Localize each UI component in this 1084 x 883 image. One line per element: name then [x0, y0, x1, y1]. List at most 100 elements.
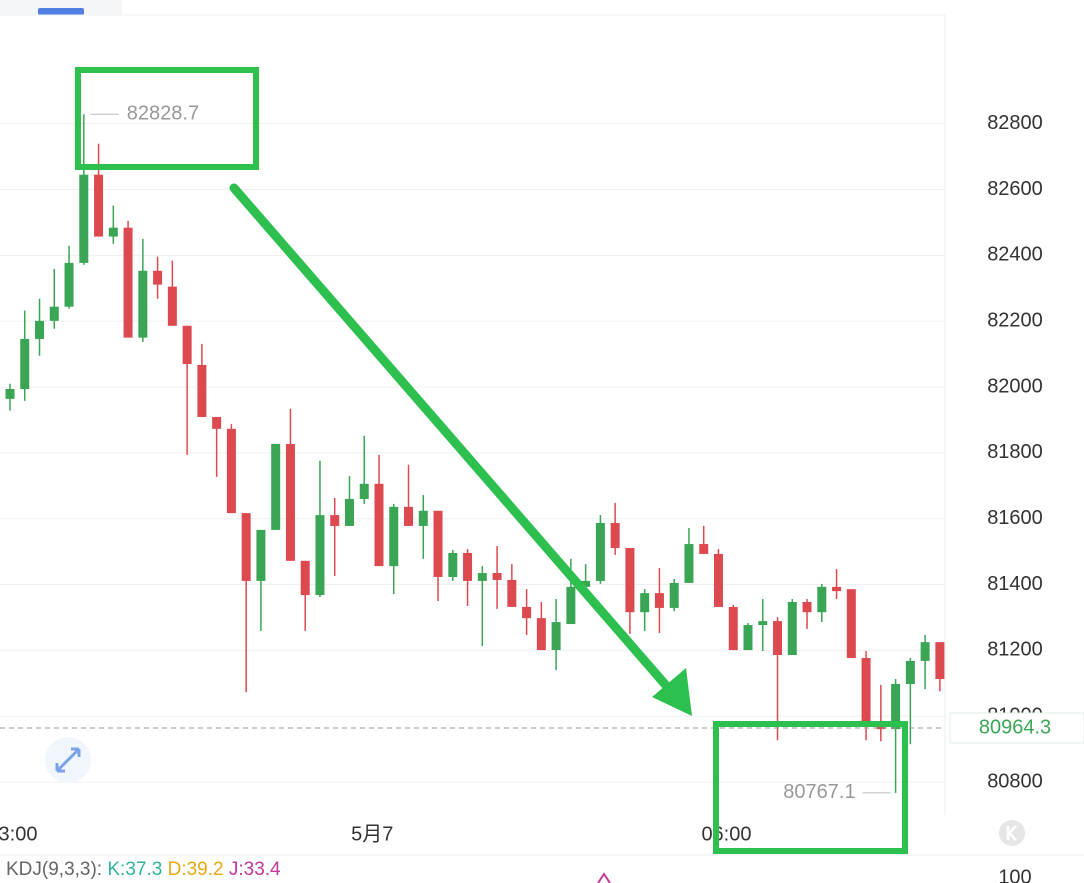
- candle-body: [212, 416, 222, 429]
- kdj-line: [597, 872, 611, 883]
- candle-body: [49, 306, 59, 321]
- indicator-row: KDJ(9,3,3): K:37.3 D:39.2 J:33.4: [6, 859, 281, 880]
- y-tick-label: 81400: [987, 573, 1043, 595]
- candle-body: [418, 510, 428, 526]
- arrow-head: [652, 668, 692, 716]
- candle-body: [507, 579, 517, 607]
- candle-body: [713, 553, 723, 607]
- candle-body: [344, 498, 354, 526]
- reset-icon: [1006, 825, 1017, 841]
- y-tick-label: 81800: [987, 441, 1043, 463]
- candle-body: [846, 589, 856, 658]
- candle-body: [654, 593, 664, 608]
- candle-body: [773, 621, 783, 655]
- y-tick-label: 81600: [987, 507, 1043, 529]
- candle-body: [640, 593, 650, 613]
- reset-button[interactable]: [999, 820, 1025, 846]
- x-tick-label: 06:00: [701, 823, 751, 845]
- candle-body: [669, 582, 679, 608]
- candle-body: [536, 618, 546, 651]
- candle-body: [758, 621, 768, 626]
- candle-body: [271, 443, 281, 530]
- labels: 8080081000812008140081600818008200082200…: [0, 102, 1084, 883]
- indicator-tick-label: 100: [998, 866, 1031, 883]
- candle-body: [551, 622, 561, 651]
- x-tick-label: 5月7: [351, 823, 393, 845]
- candle-body: [625, 548, 635, 613]
- candle-body: [123, 227, 133, 338]
- candle-body: [153, 270, 163, 285]
- candle-body: [463, 552, 473, 581]
- candle-body: [433, 510, 443, 577]
- candle-body: [138, 270, 148, 338]
- candle-body: [817, 586, 827, 613]
- arrow-shaft: [229, 183, 675, 695]
- candle-body: [315, 515, 325, 596]
- candle-body: [94, 174, 104, 237]
- candle-body: [728, 606, 738, 651]
- candle-body: [492, 573, 502, 580]
- indicator-label: KDJ(9,3,3):: [6, 859, 102, 880]
- candle-body: [905, 660, 915, 684]
- last-price-box: [949, 712, 1084, 744]
- candle-body: [699, 544, 709, 554]
- candle-body: [35, 320, 45, 339]
- candle-body: [359, 483, 369, 499]
- y-tick-label: 82000: [987, 375, 1043, 397]
- highlight-box: [75, 67, 259, 170]
- top-tab[interactable]: [0, 0, 122, 15]
- y-tick-label: 82800: [987, 112, 1043, 134]
- top-tab-active[interactable]: [38, 8, 84, 15]
- candle-body: [566, 586, 576, 625]
- y-tick-label: 81200: [987, 639, 1043, 661]
- candle-body: [595, 522, 605, 581]
- candle-body: [182, 325, 192, 364]
- candle-body: [743, 625, 753, 651]
- candle-body: [832, 586, 842, 592]
- candle-body: [684, 544, 694, 583]
- candle-body: [5, 388, 15, 399]
- y-tick-label: 82200: [987, 309, 1043, 331]
- candle-body: [226, 428, 236, 514]
- indicator-value: D:39.2: [168, 859, 224, 880]
- candle-body: [802, 601, 812, 613]
- candle-body: [108, 227, 118, 237]
- candle-body: [477, 573, 487, 581]
- candle-body: [404, 506, 414, 526]
- high-marker-label: 82828.7: [127, 102, 199, 124]
- candle-body: [920, 642, 930, 661]
- candle-body: [300, 560, 310, 596]
- candle-body: [20, 338, 30, 389]
- candle-body: [285, 443, 295, 561]
- candles: [5, 114, 945, 793]
- candle-body: [935, 642, 945, 680]
- indicator-value: J:33.4: [229, 859, 281, 880]
- x-tick-label: 3:00: [0, 823, 37, 845]
- candle-body: [197, 364, 207, 417]
- last-price-label: 80964.3: [979, 716, 1051, 738]
- candle-body: [448, 552, 458, 577]
- candle-body: [389, 506, 399, 567]
- low-marker-label: 80767.1: [783, 781, 855, 803]
- indicator-value: K:37.3: [107, 859, 162, 880]
- candle-body: [330, 515, 340, 526]
- candle-body: [64, 262, 74, 307]
- candle-body: [861, 657, 871, 725]
- candle-body: [581, 580, 591, 587]
- candle-body: [610, 522, 620, 549]
- grid: [0, 123, 945, 783]
- candle-body: [256, 529, 266, 581]
- expand-icon: [55, 747, 81, 773]
- candle-body: [374, 483, 384, 567]
- candle-body: [522, 606, 532, 619]
- highlight-box: [713, 721, 908, 854]
- candle-body: [79, 174, 89, 263]
- candle-body: [891, 683, 901, 730]
- candle-body: [167, 286, 177, 326]
- y-tick-label: 82600: [987, 178, 1043, 200]
- candle-body: [241, 513, 251, 581]
- y-tick-label: 80800: [987, 770, 1043, 792]
- candle-body: [787, 601, 797, 655]
